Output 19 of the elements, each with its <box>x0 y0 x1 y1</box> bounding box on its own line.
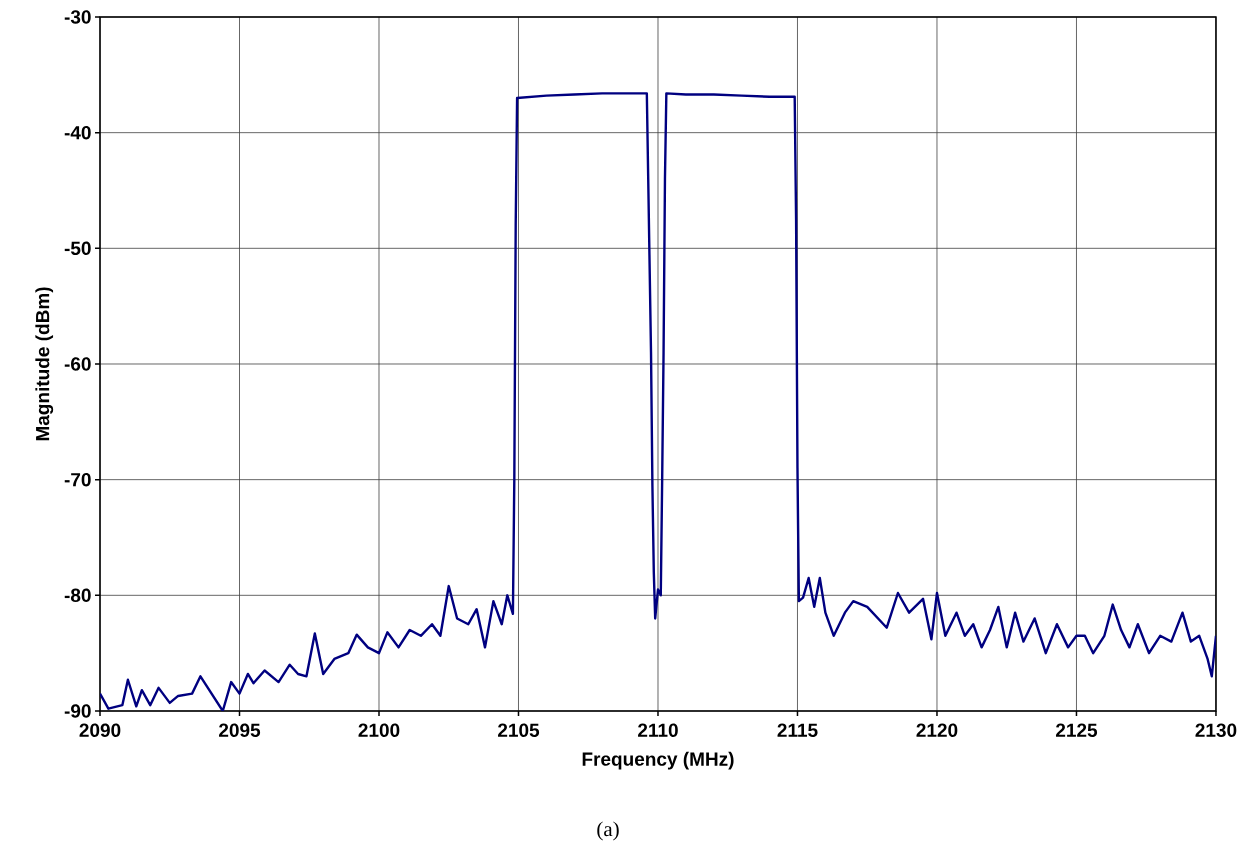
x-tick-label: 2100 <box>358 723 400 737</box>
y-tick-label: -80 <box>64 588 91 603</box>
y-tick-label: -40 <box>64 125 91 140</box>
y-axis-title: Magnitude (dBm) <box>35 287 54 441</box>
y-tick-label: -90 <box>64 704 91 718</box>
x-tick-label: 2120 <box>916 723 958 737</box>
x-tick-label: 2090 <box>79 723 121 737</box>
x-tick-label: 2110 <box>638 723 678 737</box>
y-tick-label: -50 <box>64 241 91 256</box>
y-tick-label: -60 <box>64 357 91 371</box>
text: (a) <box>597 821 619 841</box>
y-tick-label: -30 <box>64 10 91 24</box>
x-tick-label: 2105 <box>498 723 540 737</box>
x-tick-label: 2095 <box>219 723 261 737</box>
y-tick-label: -70 <box>64 472 91 487</box>
x-tick-label: 2115 <box>777 723 818 737</box>
x-tick-label: 2125 <box>1055 723 1098 737</box>
x-axis-title: Frequency (MHz) <box>582 751 734 770</box>
x-tick-label: 2130 <box>1195 723 1237 738</box>
